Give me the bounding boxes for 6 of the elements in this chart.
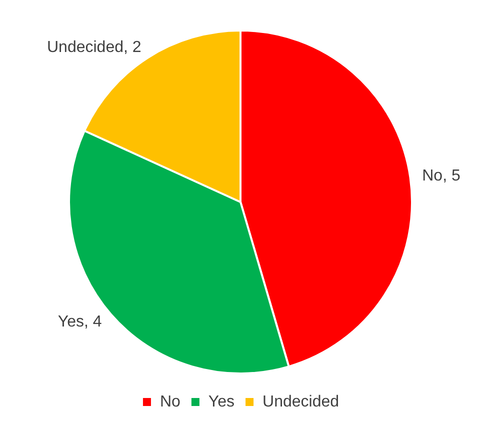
data-label: No, 5	[422, 167, 460, 184]
legend-label: Undecided	[262, 393, 340, 410]
data-label: Undecided, 2	[46, 39, 142, 56]
legend-label: No	[160, 393, 181, 410]
data-label: Yes, 4	[58, 314, 102, 331]
legend-label: Yes	[208, 393, 235, 410]
